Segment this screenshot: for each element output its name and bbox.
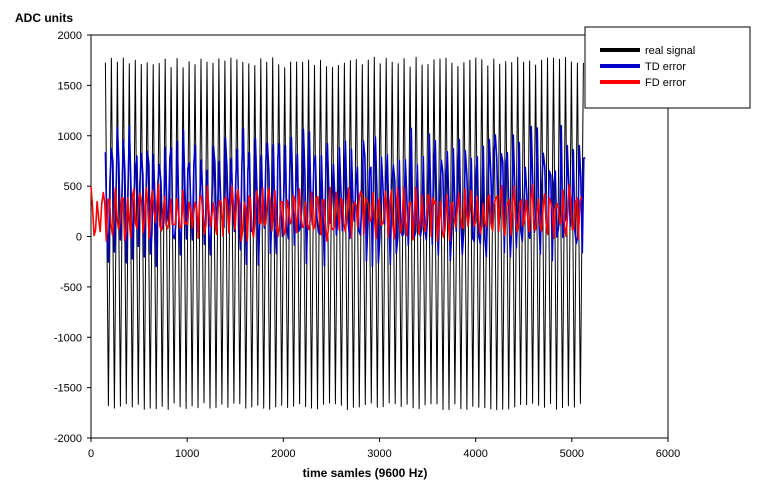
y-tick-label: 500	[64, 181, 82, 193]
x-tick-label: 6000	[656, 448, 680, 460]
legend: real signal TD error FD error	[584, 26, 751, 109]
x-tick-label: 0	[88, 448, 94, 460]
x-tick-label: 4000	[463, 448, 487, 460]
y-tick-label: 0	[76, 232, 82, 244]
x-axis-title: time samles (9600 Hz)	[303, 466, 428, 480]
series-real-signal	[104, 56, 584, 411]
y-tick-label: -1500	[54, 383, 82, 395]
y-tick-label: 1000	[58, 131, 82, 143]
x-tick-label: 3000	[367, 448, 391, 460]
series-td-error	[104, 124, 586, 268]
y-axis-title: ADC units	[15, 11, 73, 25]
series-fd-error	[90, 183, 583, 242]
y-tick-label: -2000	[54, 433, 82, 445]
x-tick-label: 5000	[560, 448, 584, 460]
legend-item-td-error-label: TD error	[645, 61, 686, 73]
y-tick-label: -1000	[54, 332, 82, 344]
y-tick-label: 2000	[58, 30, 82, 42]
legend-item-real-signal-label: real signal	[645, 45, 695, 57]
x-tick-label: 1000	[175, 448, 199, 460]
legend-item-fd-error-label: FD error	[645, 77, 686, 89]
y-tick-label: -500	[60, 282, 82, 294]
x-tick-label: 2000	[271, 448, 295, 460]
y-tick-label: 1500	[58, 80, 82, 92]
